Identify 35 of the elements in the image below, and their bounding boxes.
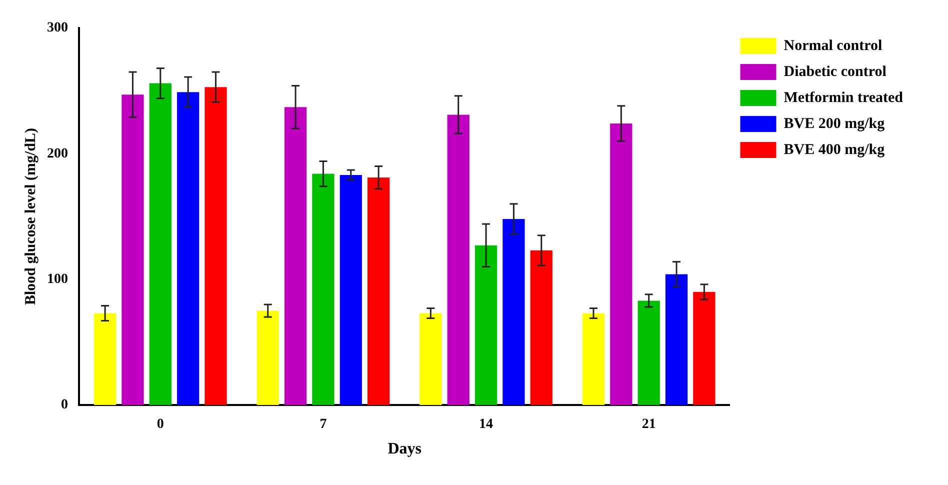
x-axis-title: Days: [388, 440, 422, 458]
bar: [312, 174, 334, 405]
bar: [204, 87, 227, 405]
bar: [177, 92, 200, 405]
bar: [502, 219, 525, 405]
legend-label: BVE 200 mg/kg: [784, 116, 886, 132]
bar: [530, 250, 552, 405]
bar: [256, 310, 279, 405]
legend-label: BVE 400 mg/kg: [784, 142, 886, 158]
bar: [149, 83, 172, 405]
x-tick-label: 0: [156, 417, 164, 432]
legend-label: Diabetic control: [784, 64, 886, 80]
bar: [665, 274, 688, 405]
x-tick-label: 14: [479, 417, 494, 432]
bar: [420, 313, 442, 405]
legend-label: Metformin treated: [784, 90, 904, 106]
bar: [693, 292, 716, 405]
bar: [474, 245, 498, 405]
bar: [284, 107, 307, 405]
y-tick-label: 0: [61, 398, 68, 413]
x-tick-label: 21: [642, 417, 656, 432]
bar: [582, 313, 605, 405]
bar: [447, 114, 470, 405]
bar: [94, 313, 116, 405]
y-tick-label: 200: [47, 146, 68, 162]
bar: [122, 94, 144, 405]
y-axis-title: Blood glucose level (mg/dL): [22, 128, 39, 306]
bar: [368, 178, 390, 405]
bar: [340, 175, 362, 405]
bar: [610, 124, 632, 405]
x-tick-label: 7: [320, 417, 327, 432]
y-tick-label: 300: [47, 20, 68, 36]
y-tick-label: 100: [47, 272, 68, 287]
bar: [638, 300, 660, 405]
legend-label: Normal control: [784, 38, 882, 54]
